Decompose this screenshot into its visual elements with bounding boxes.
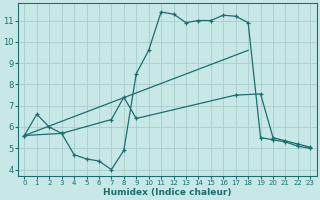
X-axis label: Humidex (Indice chaleur): Humidex (Indice chaleur) xyxy=(103,188,232,197)
